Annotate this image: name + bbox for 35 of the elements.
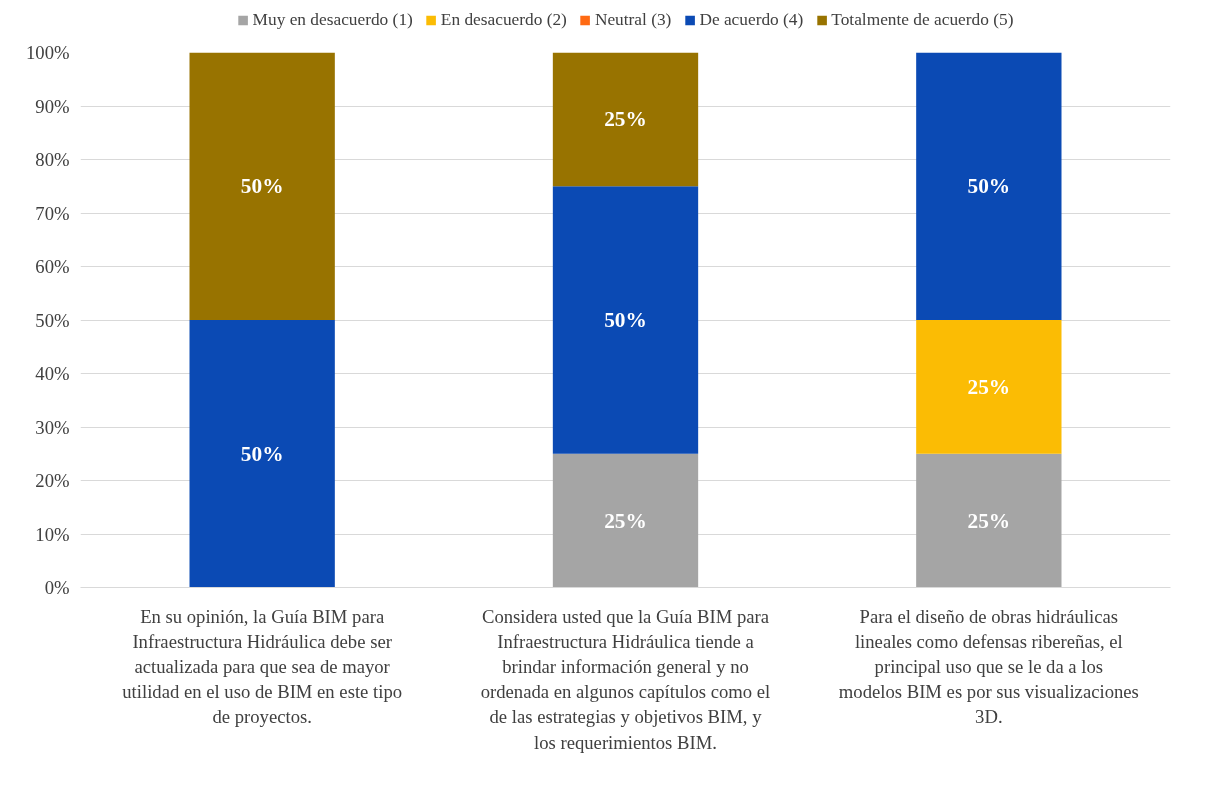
bar — [189, 320, 335, 588]
y-tick-label: 30% — [35, 416, 70, 438]
y-tick-label: 20% — [35, 470, 70, 491]
y-tick-label: 40% — [35, 363, 70, 384]
x-tick-label: En su opinión, la Guía BIM para Infraestructura Hidráulica debe ser actualizada para que sea de mayor utilidad en el uso de BIM en este tipo de proyectos. — [122, 605, 403, 728]
bar — [552, 186, 699, 454]
data-label: 50% — [240, 174, 284, 199]
x-tick-label: Para el diseño de obras hidráulicas lineales como defensas ribereñas, el principal uso que se le da a los modelos BIM es por sus visualizaciones 3D. — [838, 605, 1139, 728]
data-label: 25% — [967, 508, 1011, 533]
data-label: 50% — [967, 174, 1011, 199]
legend-label: En desacuerdo (2) — [440, 10, 567, 30]
bar — [916, 453, 1062, 588]
x-tick-label: Considera usted que la Guía BIM para Infraestructura Hidráulica tiende a brindar información general y no ordenada en algunos capítulos como el de las estrategias y objetivos BIM, y los requerimientos BIM. — [480, 605, 771, 753]
y-tick-label: 60% — [35, 256, 70, 277]
data-label: 25% — [604, 107, 647, 132]
legend-label: Totalmente de acuerdo (5) — [831, 10, 1014, 30]
bar — [916, 320, 1062, 454]
data-label: 25% — [604, 508, 647, 533]
y-tick-label: 0% — [44, 577, 70, 598]
data-label: 25% — [967, 374, 1011, 399]
data-label: 50% — [240, 441, 284, 466]
y-tick-label: 100% — [25, 42, 70, 63]
data-label: 50% — [604, 308, 647, 332]
legend-label: Neutral (3) — [594, 10, 672, 30]
y-tick-label: 90% — [35, 95, 70, 117]
bar — [189, 52, 335, 320]
y-tick-label: 50% — [35, 309, 70, 331]
y-tick-label: 70% — [35, 202, 70, 224]
bar — [916, 52, 1062, 320]
bar — [552, 52, 699, 187]
bar — [552, 453, 699, 588]
legend-label: De acuerdo (4) — [699, 10, 804, 30]
y-tick-label: 10% — [35, 523, 70, 545]
y-tick-label: 80% — [35, 149, 70, 170]
legend-label: Muy en desacuerdo (1) — [252, 10, 413, 30]
